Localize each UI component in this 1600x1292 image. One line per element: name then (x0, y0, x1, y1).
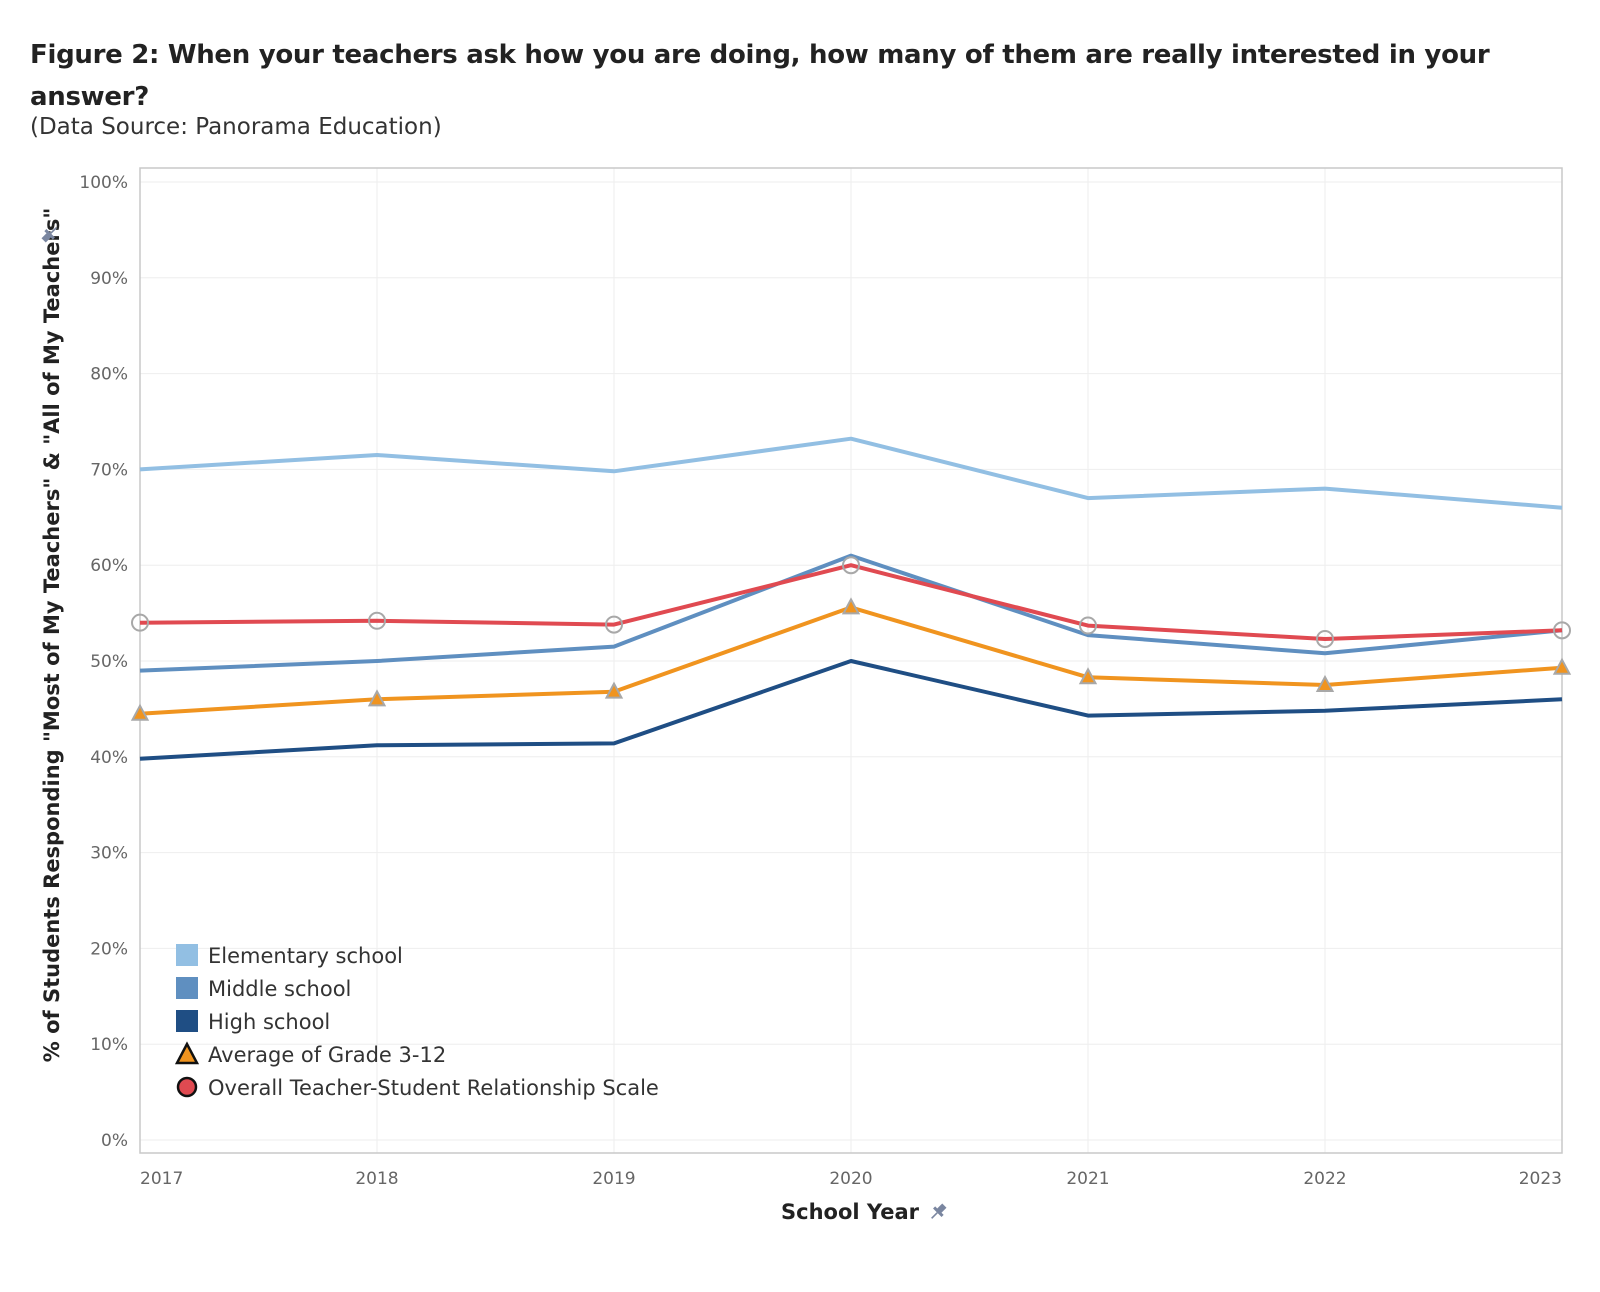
legend-label: Overall Teacher-Student Relationship Sca… (208, 1076, 659, 1100)
triangle-marker (1078, 667, 1098, 685)
legend-swatch (174, 1041, 200, 1065)
x-tick-label: 2021 (1066, 1169, 1109, 1189)
circle-marker (842, 556, 860, 575)
circle-marker (368, 611, 386, 630)
y-tick-label: 60% (90, 556, 128, 576)
legend-swatch (176, 944, 198, 966)
x-tick-label: 2020 (829, 1169, 872, 1189)
y-tick-label: 40% (90, 748, 128, 768)
legend-item-overall-teacher-student-relationship-scale: Overall Teacher-Student Relationship Sca… (176, 1076, 659, 1100)
y-tick-label: 50% (90, 652, 128, 672)
series-line-high-school (139, 659, 1563, 761)
legend-swatch (176, 1010, 198, 1032)
y-tick-label: 20% (90, 939, 128, 959)
x-tick-label: 2023 (1519, 1169, 1562, 1189)
y-tick-label: 10% (90, 1035, 128, 1055)
y-tick-label: 80% (90, 365, 128, 385)
series-line-elementary-school (139, 436, 1563, 510)
triangle-marker (1315, 674, 1335, 692)
circle-marker (605, 615, 623, 634)
triangle-marker (367, 689, 387, 707)
y-axis-ticks: 0% 10% 20% 30% 40% 50% 60% 70% 80% 90% 100% (79, 173, 128, 1151)
x-tick-label: 2022 (1303, 1169, 1346, 1189)
legend-item-elementary-school: Elementary school (176, 944, 403, 968)
chart-title: Figure 2: When your teachers ask how you… (30, 40, 1490, 112)
x-axis-pin-icon (931, 1203, 947, 1219)
legend-label: Middle school (208, 977, 351, 1001)
circle-marker (1553, 621, 1571, 640)
triangle-marker (841, 597, 861, 615)
series-line-overall-teacher-student-relationship-scale (139, 563, 1563, 641)
triangle-marker (130, 703, 150, 721)
circle-marker (1079, 616, 1097, 635)
y-tick-label: 70% (90, 460, 128, 480)
legend-swatch (176, 977, 198, 999)
legend-label: Average of Grade 3-12 (208, 1043, 446, 1067)
x-tick-label: 2017 (140, 1169, 183, 1189)
legend-label: Elementary school (208, 944, 403, 968)
x-tick-label: 2018 (355, 1169, 398, 1189)
legend-item-middle-school: Middle school (176, 977, 351, 1001)
x-tick-label: 2019 (592, 1169, 635, 1189)
series-line-middle-school (139, 553, 1563, 673)
y-tick-label: 30% (90, 844, 128, 864)
legend: Elementary school Middle school High schoo… (174, 944, 659, 1100)
series-markers (130, 556, 1572, 721)
triangle-marker (604, 681, 624, 699)
circle-marker (1316, 629, 1334, 648)
y-tick-label: 90% (90, 269, 128, 289)
y-tick-label: 0% (101, 1131, 128, 1151)
chart-subtitle: (Data Source: Panorama Education) (30, 114, 442, 140)
circle-marker (131, 613, 149, 632)
triangle-marker (1552, 657, 1572, 675)
y-axis-title: % of Students Responding "Most of My Tea… (40, 208, 64, 1063)
y-axis-pin-icon (41, 227, 57, 243)
x-axis-ticks: 2017 2018 2019 2020 2021 2022 2023 (140, 1169, 1562, 1189)
x-axis-title: School Year (781, 1200, 920, 1224)
legend-item-high-school: High school (176, 1010, 330, 1034)
legend-item-average-of-grade-3-12: Average of Grade 3-12 (174, 1041, 446, 1067)
gridlines (139, 168, 1563, 1153)
legend-label: High school (208, 1010, 330, 1034)
y-tick-label: 100% (79, 173, 128, 193)
legend-swatch (176, 1076, 198, 1098)
